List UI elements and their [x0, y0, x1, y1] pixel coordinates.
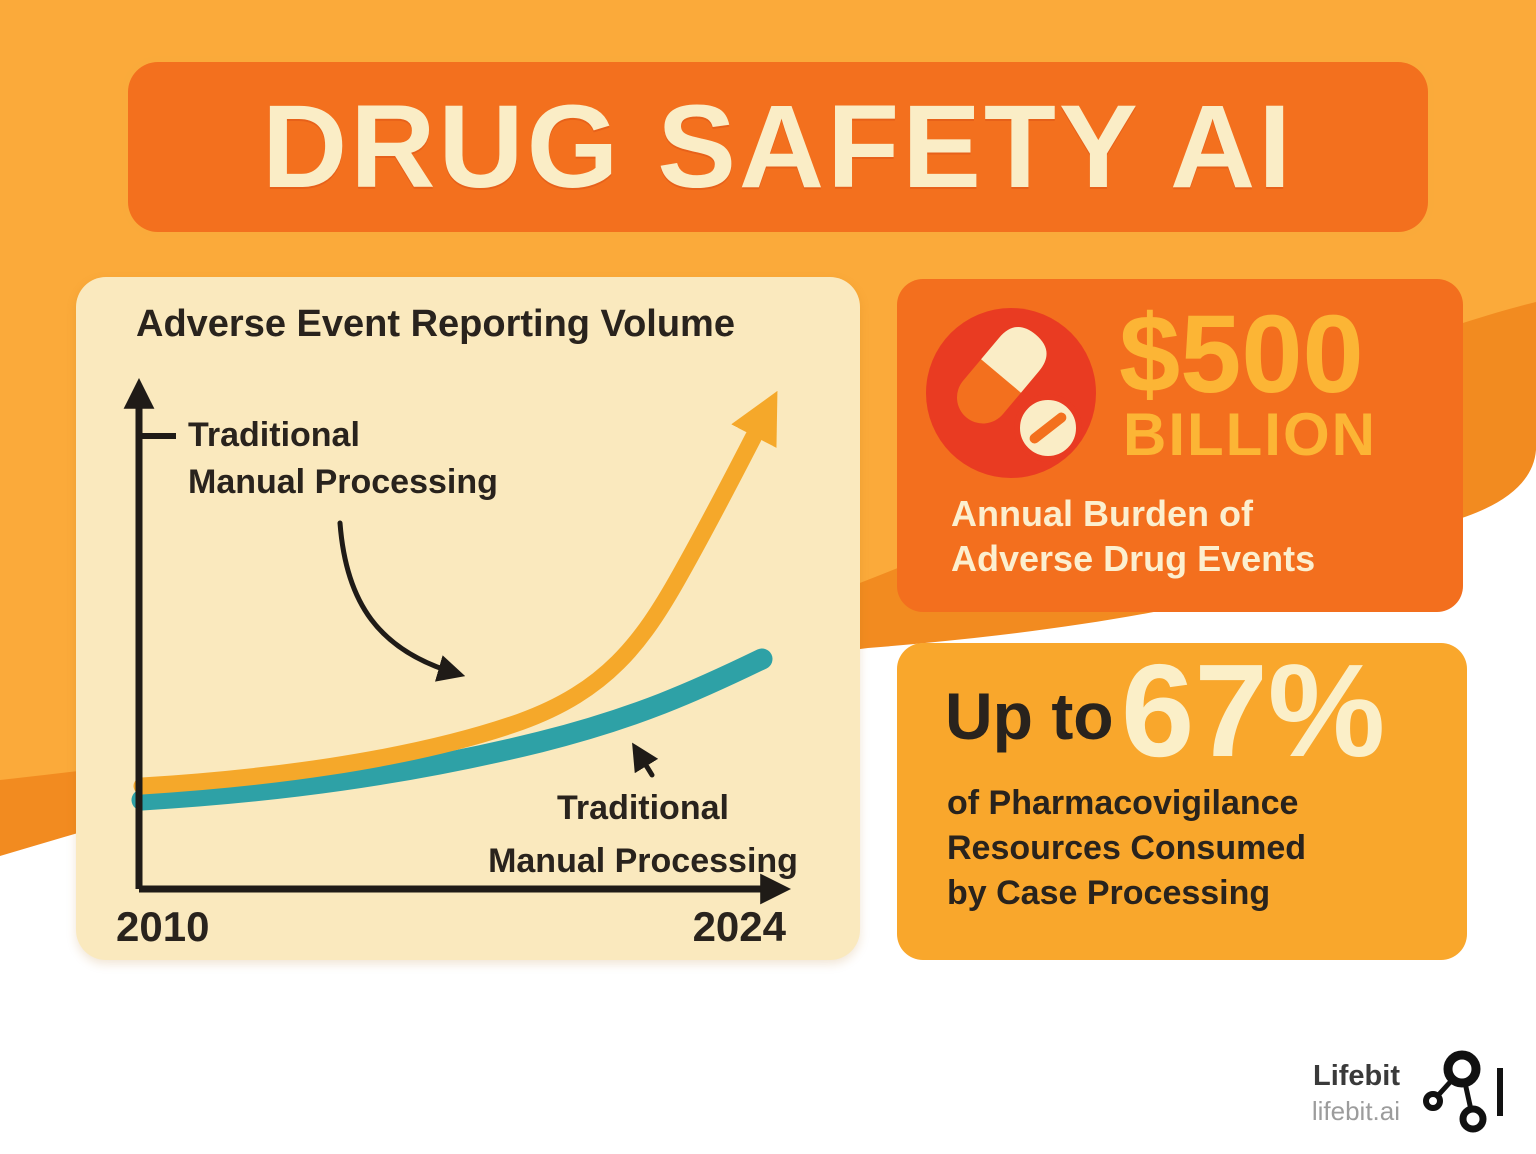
- resources-prefix: Up to: [945, 679, 1114, 753]
- burden-stat-card: $500 BILLION Annual Burden of Adverse Dr…: [897, 279, 1463, 612]
- burden-caption-line1: Annual Burden of: [951, 493, 1253, 534]
- series-label-yellow: Traditional Manual Processing: [188, 412, 498, 506]
- resources-stat-card: Up to 67% of Pharmacovigilance Resources…: [897, 643, 1467, 960]
- burden-unit: BILLION: [1123, 401, 1377, 468]
- series-label-teal-line2: Manual Processing: [488, 842, 798, 880]
- annotation-arrow-to-yellow: [337, 520, 466, 682]
- brand-domain: lifebit.ai: [1311, 1096, 1400, 1126]
- brand-name: Lifebit: [1313, 1060, 1400, 1092]
- header-banner: DRUG SAFETY AI: [128, 62, 1428, 232]
- page-title: DRUG SAFETY AI: [262, 81, 1294, 213]
- x-axis-label-end: 2024: [692, 903, 786, 950]
- series-label-teal-line1: Traditional: [557, 789, 729, 827]
- pills-icon: [926, 308, 1096, 478]
- burden-value: $500: [1119, 293, 1364, 416]
- molecule-icon: [1423, 1050, 1503, 1133]
- x-axis-label-start: 2010: [116, 903, 210, 950]
- burden-caption: Annual Burden of Adverse Drug Events: [951, 491, 1315, 581]
- annotation-arrow-to-teal: [632, 742, 659, 778]
- series-label-teal: Traditional Manual Processing: [408, 782, 878, 888]
- chart-title: Adverse Event Reporting Volume: [136, 303, 735, 345]
- teal-curve: [131, 648, 773, 811]
- resources-caption-line1: of Pharmacovigilance: [947, 784, 1299, 822]
- resources-value: 67%: [1121, 637, 1386, 784]
- chart-panel: Adverse Event Reporting Volume Tradition…: [76, 277, 860, 960]
- resources-caption-line2: Resources Consumed: [947, 829, 1306, 867]
- resources-caption-line3: by Case Processing: [947, 874, 1271, 912]
- series-label-yellow-line1: Traditional: [188, 416, 360, 454]
- line-chart: [123, 378, 791, 905]
- burden-caption-line2: Adverse Drug Events: [951, 538, 1316, 579]
- series-label-yellow-line2: Manual Processing: [188, 463, 498, 501]
- resources-caption: of Pharmacovigilance Resources Consumed …: [947, 781, 1306, 916]
- yellow-curve: [133, 390, 778, 795]
